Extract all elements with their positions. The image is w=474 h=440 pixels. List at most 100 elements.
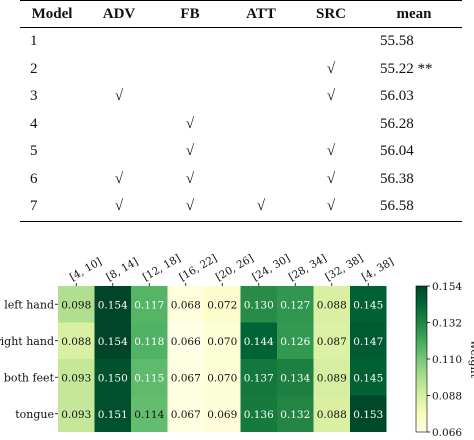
fb-cell: √ xyxy=(185,170,195,187)
mean-cell: 56.03 xyxy=(380,88,414,105)
x-tick-label: [16, 22] xyxy=(177,252,219,283)
heatmap-cell xyxy=(167,286,204,323)
src-cell: √ xyxy=(326,88,336,105)
x-tick-label: [24, 30] xyxy=(250,252,292,283)
heatmap-cell-label: 0.114 xyxy=(134,409,164,421)
src-cell: √ xyxy=(326,60,336,77)
fb-cell xyxy=(154,83,226,111)
heatmap-cell-label: 0.088 xyxy=(61,336,91,348)
heatmap-cell xyxy=(350,322,387,359)
heatmap-cell xyxy=(167,359,204,396)
colorbar-tick-label: 0.132 xyxy=(432,318,462,330)
adv-cell: √ xyxy=(84,193,154,222)
heatmap-cell-label: 0.147 xyxy=(353,336,383,348)
model-cell: 2 xyxy=(30,60,38,77)
colorbar-tick-label: 0.088 xyxy=(432,391,462,403)
heatmap-cell-label: 0.126 xyxy=(280,336,310,348)
heatmap-cell xyxy=(204,359,241,396)
header-model: Model xyxy=(20,0,84,28)
heatmap-cell-label: 0.132 xyxy=(280,409,310,421)
x-tick-label: [8, 14] xyxy=(104,256,140,284)
heatmap-cell-label: 0.145 xyxy=(353,372,383,384)
heatmap-cell xyxy=(313,359,350,396)
mean-cell: 56.58 xyxy=(366,193,462,222)
colorbar-tick-label: 0.110 xyxy=(432,354,462,366)
fb-cell xyxy=(154,56,226,84)
heatmap-cell-label: 0.136 xyxy=(244,409,274,421)
heatmap-cell-label: 0.072 xyxy=(207,299,237,311)
heatmap-cell xyxy=(240,359,277,396)
mean-cell: 56.04 xyxy=(380,143,414,160)
model-cell: 7 xyxy=(20,193,84,222)
heatmap-cell xyxy=(350,395,387,432)
table-row: 5 √ √ 56.04 xyxy=(20,138,462,166)
att-cell xyxy=(226,28,296,56)
y-tick-label: left hand xyxy=(4,298,54,311)
heatmap-cell-label: 0.137 xyxy=(244,372,274,384)
adv-cell xyxy=(84,111,154,139)
table-row: 3 √ √ 56.03 xyxy=(20,83,462,111)
adv-cell: √ xyxy=(114,170,124,187)
x-tick-label: [20, 26] xyxy=(214,252,256,283)
header-mean: mean xyxy=(366,0,462,28)
heatmap-cell-label: 0.098 xyxy=(61,299,91,311)
heatmap-cell-label: 0.115 xyxy=(134,372,164,384)
mean-cell: 55.22 ** xyxy=(380,60,433,77)
src-cell: √ xyxy=(296,193,366,222)
band-weight-heatmap: 0.098 0.154 0.117 0.068 0.072 0.130 0.127 0.088… xyxy=(0,236,474,440)
heatmap-cell-label: 0.118 xyxy=(134,336,164,348)
heatmap-cell-label: 0.067 xyxy=(171,372,201,384)
heatmap-cell xyxy=(277,395,314,432)
src-cell: √ xyxy=(326,143,336,160)
heatmap-cell xyxy=(167,322,204,359)
att-cell xyxy=(226,56,296,84)
heatmap-cell-label: 0.150 xyxy=(98,372,128,384)
model-cell: 4 xyxy=(30,115,38,132)
heatmap-cell xyxy=(277,286,314,323)
heatmap-cell xyxy=(58,395,95,432)
heatmap-cell xyxy=(131,286,168,323)
heatmap-cell-label: 0.134 xyxy=(280,372,310,384)
header-fb: FB xyxy=(154,0,226,28)
ablation-table: Model ADV FB ATT SRC mean 1 55.58 2 √ 55… xyxy=(20,0,462,222)
colorbar-label: weight xyxy=(468,340,474,379)
heatmap-canvas: 0.098 0.154 0.117 0.068 0.072 0.130 0.127 0.088… xyxy=(0,252,474,439)
att-cell: √ xyxy=(226,193,296,222)
heatmap-cell xyxy=(350,286,387,323)
y-tick-label: tongue xyxy=(15,408,54,421)
heatmap-cell xyxy=(94,322,131,359)
heatmap-cell xyxy=(94,395,131,432)
heatmap-cell xyxy=(313,395,350,432)
att-cell xyxy=(226,138,296,166)
table-row: 6 √ √ √ 56.38 xyxy=(20,166,462,194)
heatmap-cell-label: 0.087 xyxy=(317,336,347,348)
mean-cell: 55.58 xyxy=(380,33,414,50)
src-cell: √ xyxy=(326,170,336,187)
heatmap-cell-label: 0.088 xyxy=(317,299,347,311)
heatmap-cell xyxy=(313,286,350,323)
adv-cell xyxy=(84,56,154,84)
heatmap-cell-label: 0.154 xyxy=(98,299,128,311)
heatmap-cell xyxy=(240,395,277,432)
heatmap-cell xyxy=(204,322,241,359)
heatmap-cell-label: 0.153 xyxy=(353,409,383,421)
header-adv: ADV xyxy=(84,0,154,28)
heatmap-cell xyxy=(313,322,350,359)
y-tick-label: both feet xyxy=(4,371,55,384)
mean-cell: 56.38 xyxy=(380,170,414,187)
heatmap-cell-label: 0.127 xyxy=(280,299,310,311)
att-cell xyxy=(226,83,296,111)
heatmap-cell xyxy=(94,359,131,396)
fb-cell: √ xyxy=(185,115,195,132)
heatmap-cell-label: 0.070 xyxy=(207,336,237,348)
heatmap-cell xyxy=(94,286,131,323)
heatmap-cell xyxy=(58,322,95,359)
table-row: 1 55.58 xyxy=(20,28,462,56)
x-tick-label: [32, 38] xyxy=(323,252,365,283)
heatmap-cell xyxy=(131,359,168,396)
x-tick-label: [4, 38] xyxy=(360,256,396,284)
model-cell: 3 xyxy=(30,88,38,105)
heatmap-cell-label: 0.151 xyxy=(98,409,128,421)
adv-cell: √ xyxy=(114,88,124,105)
heatmap-cell-label: 0.144 xyxy=(244,336,274,348)
